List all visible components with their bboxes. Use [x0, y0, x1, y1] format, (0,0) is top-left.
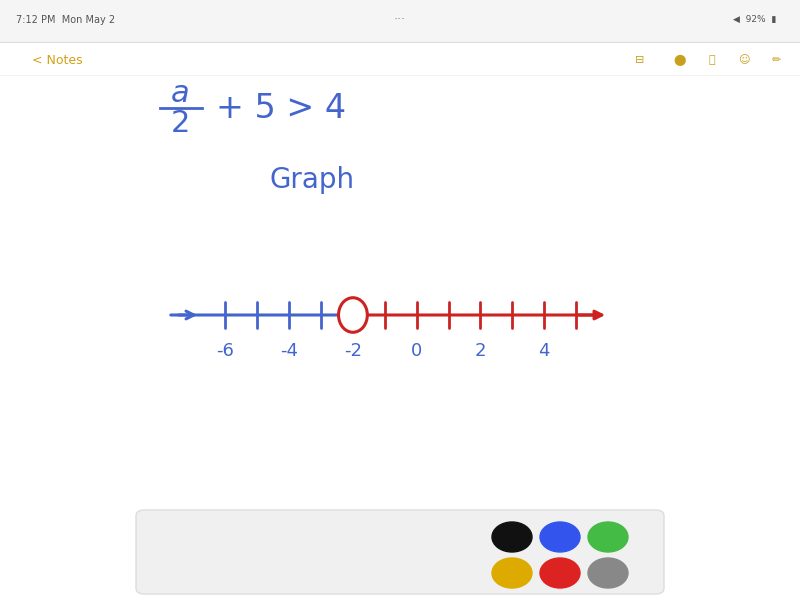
Text: 2: 2	[474, 342, 486, 360]
Text: < Notes: < Notes	[32, 53, 82, 67]
Text: ⊟: ⊟	[635, 55, 645, 65]
Text: ···: ···	[394, 13, 406, 26]
Text: ◀  92%  ▮: ◀ 92% ▮	[733, 16, 776, 25]
Circle shape	[492, 558, 532, 588]
Text: 2: 2	[170, 109, 190, 137]
Circle shape	[588, 558, 628, 588]
Circle shape	[540, 522, 580, 552]
Text: 4: 4	[538, 342, 550, 360]
Circle shape	[588, 522, 628, 552]
Text: Graph: Graph	[270, 166, 354, 194]
Text: -4: -4	[280, 342, 298, 360]
Text: -2: -2	[344, 342, 362, 360]
Text: ⬤: ⬤	[674, 55, 686, 65]
Text: + 5 > 4: + 5 > 4	[216, 92, 346, 125]
Text: a: a	[170, 79, 190, 107]
Text: 0: 0	[411, 342, 422, 360]
Text: ✏: ✏	[771, 55, 781, 65]
Circle shape	[540, 558, 580, 588]
Text: 7:12 PM  Mon May 2: 7:12 PM Mon May 2	[16, 15, 115, 25]
FancyBboxPatch shape	[136, 510, 664, 594]
Text: ☺: ☺	[738, 55, 750, 65]
Text: -6: -6	[217, 342, 234, 360]
Circle shape	[492, 522, 532, 552]
Ellipse shape	[338, 298, 367, 332]
Text: Ⓐ: Ⓐ	[709, 55, 715, 65]
